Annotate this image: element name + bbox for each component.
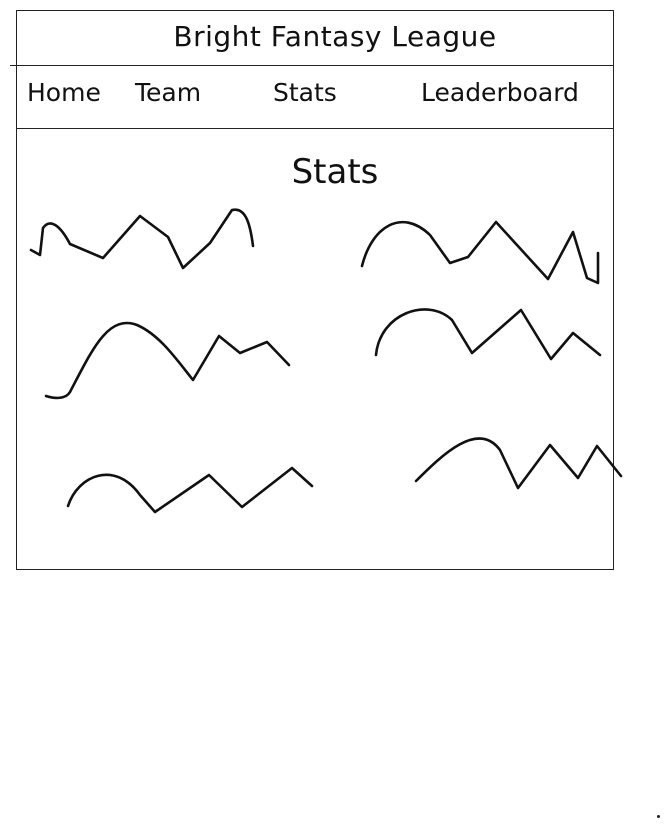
chart-placeholder-1 <box>29 208 255 270</box>
chart-placeholder-3 <box>44 321 291 400</box>
nav-item-team[interactable]: Team <box>135 78 202 107</box>
chart-placeholder-2 <box>360 220 600 285</box>
nav-divider <box>16 128 614 129</box>
chart-placeholder-6 <box>414 437 623 490</box>
nav-item-leaderboard[interactable]: Leaderboard <box>421 78 579 107</box>
wireframe-frame <box>16 10 614 570</box>
stray-dot <box>657 815 660 818</box>
app-title: Bright Fantasy League <box>173 20 497 53</box>
stats-heading: Stats <box>291 152 379 192</box>
nav-item-stats[interactable]: Stats <box>273 78 337 107</box>
nav-item-home[interactable]: Home <box>27 78 101 107</box>
header-divider <box>10 65 614 66</box>
chart-placeholder-4 <box>374 308 602 361</box>
chart-placeholder-5 <box>66 466 314 514</box>
